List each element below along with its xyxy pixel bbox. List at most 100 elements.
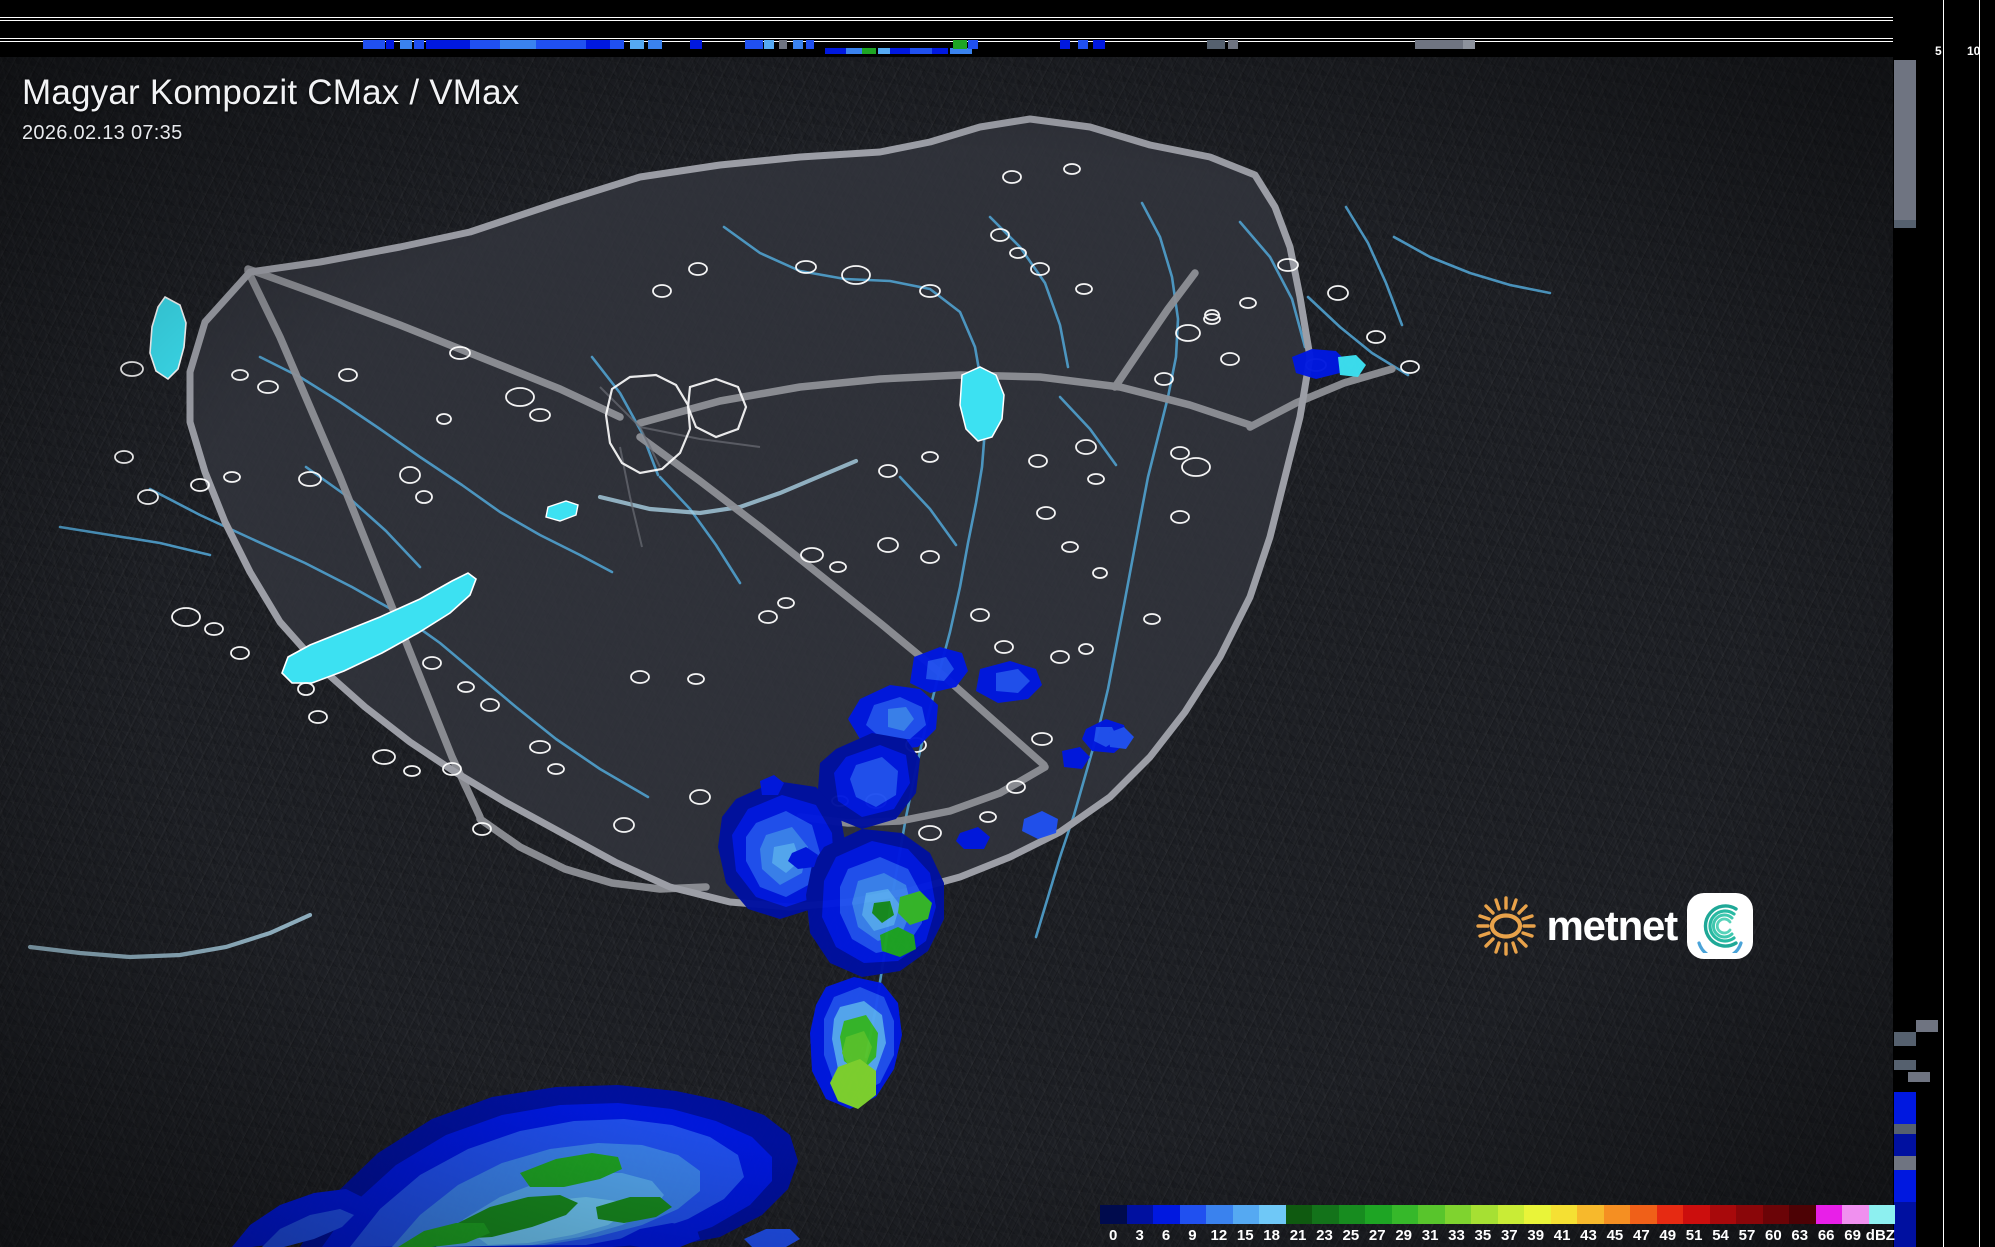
vmax-top-echo-20 [862, 48, 876, 54]
vmax-right-echo-3 [1894, 1032, 1916, 1046]
map-vector-layer [0, 57, 1893, 1247]
dbz-tick-15: 15 [1236, 1227, 1254, 1244]
dbz-swatch-29 [1868, 1205, 1895, 1224]
dbz-tick-31: 31 [1421, 1227, 1439, 1244]
vmax-right-echo-10 [1894, 1170, 1916, 1202]
dbz-tick-47: 47 [1632, 1227, 1650, 1244]
dbz-swatch-12 [1206, 1205, 1233, 1224]
dbz-tick-21: 21 [1289, 1227, 1307, 1244]
sun-icon [1475, 896, 1536, 956]
dbz-swatch-60 [1762, 1205, 1789, 1224]
dbz-tick-27: 27 [1368, 1227, 1386, 1244]
vmax-top-echo-4 [426, 40, 470, 49]
dbz-swatch-25 [1338, 1205, 1365, 1224]
vmax-right-gridline-0 [1943, 0, 1944, 1247]
vmax-top-echo-17 [806, 40, 814, 49]
dbz-swatch-0 [1100, 1205, 1127, 1224]
vmax-top-crosssection-panel [0, 0, 1893, 57]
vmax-right-echo-11 [1894, 1202, 1916, 1247]
dbz-swatch-54 [1709, 1205, 1736, 1224]
vmax-top-echo-12 [690, 40, 702, 49]
vmax-top-echo-27 [968, 40, 978, 49]
echo-cluster-szeged [806, 829, 944, 977]
vmax-top-echo-31 [1207, 40, 1225, 49]
dbz-tick-23: 23 [1316, 1227, 1333, 1244]
dbz-tick-43: 43 [1580, 1227, 1597, 1244]
dbz-tick-63: 63 [1791, 1227, 1809, 1244]
vmax-top-echo-10 [630, 40, 644, 49]
echo-cell-northeast [1292, 349, 1366, 379]
vmax-top-echo-5 [470, 40, 500, 49]
dbz-tick-66: 66 [1817, 1227, 1835, 1244]
vmax-top-echo-0 [363, 40, 385, 49]
dbz-swatch-31 [1418, 1205, 1445, 1224]
vmax-right-tick-10: 10 [1967, 44, 1981, 58]
dbz-swatch-39 [1524, 1205, 1551, 1224]
vmax-right-echo-4 [1894, 1060, 1916, 1070]
dbz-unit-label: dBZ [1865, 1227, 1895, 1244]
vmax-h-gridline-0 [0, 17, 1893, 18]
dbz-tick-35: 35 [1474, 1227, 1492, 1244]
vmax-top-echo-24 [932, 48, 948, 54]
dbz-swatch-63 [1789, 1205, 1816, 1224]
metnet-app-icon[interactable] [1687, 893, 1753, 959]
dbz-tick-25: 25 [1342, 1227, 1360, 1244]
dbz-tick-45: 45 [1606, 1227, 1624, 1244]
dbz-tick-0: 0 [1109, 1227, 1118, 1244]
dbz-tick-41: 41 [1553, 1227, 1571, 1244]
vmax-top-echo-25 [950, 48, 972, 54]
dbz-tick-54: 54 [1712, 1227, 1729, 1244]
vmax-right-echo-8 [1894, 1134, 1916, 1156]
dbz-tick-6: 6 [1161, 1227, 1171, 1244]
vmax-top-gridline-1 [0, 41, 1893, 42]
vmax-h-gridline-1 [0, 38, 1893, 39]
dbz-tick-39: 39 [1527, 1227, 1545, 1244]
vmax-right-echo-5 [1908, 1072, 1930, 1082]
dbz-tick-49: 49 [1659, 1227, 1677, 1244]
map-canvas[interactable]: Magyar Kompozit CMax / VMax 2026.02.13 0… [0, 57, 1893, 1247]
dbz-swatch-45 [1603, 1205, 1630, 1224]
metnet-logo[interactable]: metnet [1475, 893, 1753, 959]
vmax-right-gridline-1 [1979, 0, 1980, 1247]
dbz-swatch-41 [1550, 1205, 1577, 1224]
dbz-swatch-9 [1179, 1205, 1206, 1224]
vmax-top-echo-23 [910, 48, 932, 54]
dbz-tick-51: 51 [1685, 1227, 1703, 1244]
vmax-top-echo-2 [400, 40, 412, 49]
echo-tail-south-green [810, 977, 902, 1109]
dbz-tick-12: 12 [1210, 1227, 1228, 1244]
dbz-swatch-37 [1497, 1205, 1524, 1224]
dbz-tick-29: 29 [1395, 1227, 1413, 1244]
vmax-top-echo-28 [1060, 40, 1070, 49]
dbz-swatch-66 [1815, 1205, 1842, 1224]
vmax-top-echo-32 [1228, 40, 1238, 49]
vmax-top-echo-26 [953, 40, 967, 49]
vmax-top-echo-3 [414, 40, 424, 49]
dbz-swatch-43 [1577, 1205, 1604, 1224]
vmax-top-echo-34 [1463, 40, 1475, 49]
dbz-color-scale: 0 3 6 9 12 15 18 21 23 25 27 29 31 33 35 37 39 41 43 45 47 49… [1100, 1205, 1895, 1247]
vmax-right-echo-2 [1916, 1020, 1938, 1032]
dbz-swatch-15 [1232, 1205, 1259, 1224]
vmax-top-echo-8 [586, 40, 610, 49]
vmax-top-echo-13 [745, 40, 763, 49]
vmax-right-echo-0 [1894, 60, 1916, 220]
dbz-tick-69: 69 [1844, 1227, 1861, 1244]
dbz-swatch-47 [1630, 1205, 1657, 1224]
dbz-tick-60: 60 [1765, 1227, 1782, 1244]
vmax-top-echo-14 [764, 40, 774, 49]
vmax-top-echo-9 [610, 40, 624, 49]
vmax-right-echo-1 [1894, 220, 1916, 228]
dbz-tick-18: 18 [1263, 1227, 1280, 1244]
echo-band-southwest [300, 1085, 798, 1247]
vmax-top-gridline-0 [0, 20, 1893, 21]
dbz-swatch-6 [1153, 1205, 1180, 1224]
dbz-tick-3: 3 [1135, 1227, 1144, 1244]
dbz-swatch-row [1100, 1205, 1895, 1224]
dbz-swatch-49 [1656, 1205, 1683, 1224]
dbz-swatch-51 [1683, 1205, 1710, 1224]
vmax-top-echo-33 [1415, 40, 1463, 49]
vmax-top-echo-22 [890, 48, 910, 54]
